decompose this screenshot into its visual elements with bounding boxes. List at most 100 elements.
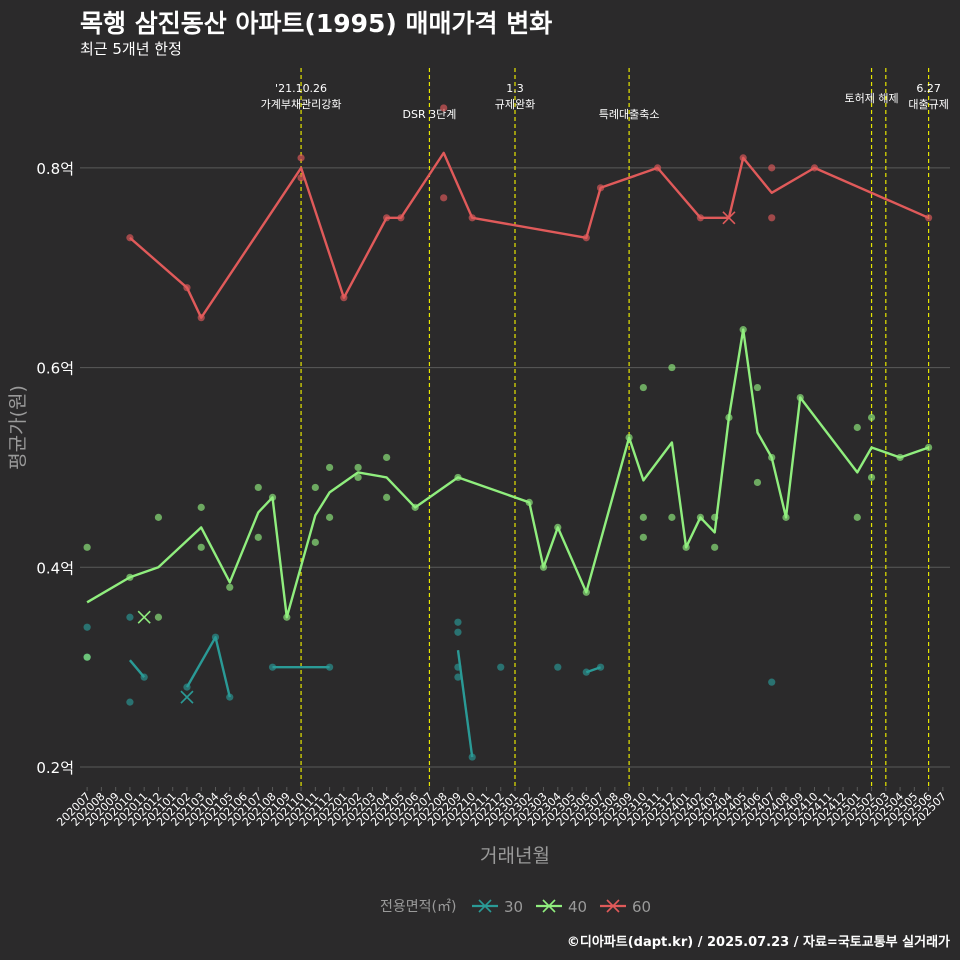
legend-cross [606, 899, 620, 913]
event-label: 1.3 [506, 82, 524, 95]
chart-title: 목행 삼진동산 아파트(1995) 매매가격 변화 [80, 9, 553, 38]
data-point-30 [768, 678, 776, 686]
series-line-40 [86, 328, 929, 619]
chart-caption: ©디아파트(dapt.kr) / 2025.07.23 / 자료=국토교통부 실… [566, 935, 950, 950]
data-point-30 [126, 613, 134, 621]
data-point-40 [896, 453, 904, 462]
data-point-40 [454, 473, 462, 482]
data-point-40 [682, 543, 690, 551]
data-point-60 [383, 214, 391, 222]
data-point-60 [768, 214, 776, 222]
y-tick-label: 0.6억 [36, 360, 74, 378]
event-label: 특례대출축소 [599, 108, 660, 121]
data-point-40 [154, 613, 163, 621]
legend-entry-30: 30 [472, 898, 523, 916]
data-point-30 [126, 698, 134, 706]
data-point-60 [768, 164, 776, 172]
data-point-30 [454, 663, 462, 671]
data-point-30 [554, 663, 562, 671]
data-point-60 [126, 234, 134, 242]
data-point-40 [325, 513, 334, 521]
data-point-30 [454, 628, 462, 636]
y-tick-label: 0.8억 [36, 160, 74, 178]
data-point-40 [383, 493, 391, 502]
data-point-60 [654, 164, 662, 172]
data-point-60 [440, 104, 448, 112]
data-point-60 [596, 184, 605, 192]
data-point-40 [668, 363, 676, 372]
legend-label: 30 [504, 898, 523, 916]
data-point-30 [497, 663, 505, 671]
legend-label: 40 [568, 898, 587, 916]
data-point-60 [340, 294, 348, 302]
data-point-30 [268, 663, 277, 671]
legend-label: 60 [632, 898, 651, 916]
data-point-40 [768, 453, 776, 462]
data-point-40 [325, 463, 334, 472]
y-axis-title: 평균가(원) [7, 385, 29, 470]
axis-layer: 0.2억0.4억0.6억0.8억202007202008202009202010… [7, 160, 949, 867]
cross-point-60 [722, 211, 736, 225]
data-point-40 [696, 513, 705, 521]
data-point-40 [853, 423, 861, 432]
data-point-40 [753, 383, 762, 392]
data-point-40 [311, 538, 319, 546]
data-point-40 [254, 533, 262, 541]
data-point-40 [725, 413, 733, 422]
data-point-60 [183, 284, 191, 292]
data-point-40 [268, 493, 277, 502]
data-point-40 [126, 573, 134, 581]
data-point-40 [197, 543, 205, 551]
data-point-40 [354, 473, 362, 482]
data-point-60 [810, 164, 819, 172]
data-point-40 [867, 473, 876, 482]
data-point-30 [226, 693, 234, 701]
data-point-30 [454, 618, 462, 626]
series-line-30 [128, 659, 146, 678]
chart-subtitle: 최근 5개년 한정 [80, 40, 182, 58]
legend-entry-40: 40 [536, 898, 587, 916]
data-point-40 [739, 326, 747, 334]
data-point-40 [383, 453, 391, 462]
data-point-40 [639, 533, 647, 541]
cross-point-30 [180, 690, 194, 704]
series-40 [83, 326, 933, 661]
data-point-30 [325, 663, 334, 671]
legend-title: 전용면적(㎡) [380, 899, 456, 915]
event-label: 토허제 해제 [845, 91, 899, 105]
data-point-60 [925, 214, 933, 222]
cross-stroke [180, 690, 194, 704]
data-point-40 [311, 483, 319, 492]
legend-cross [542, 899, 556, 913]
data-point-40 [226, 583, 234, 591]
data-point-60 [297, 174, 305, 182]
data-point-40 [711, 543, 719, 551]
data-point-30 [140, 673, 148, 681]
data-point-30 [454, 673, 462, 681]
y-tick-label: 0.2억 [36, 759, 74, 777]
series-line-30 [185, 636, 231, 698]
data-point-40 [83, 543, 91, 551]
data-point-40 [197, 503, 205, 511]
data-point-40 [639, 383, 647, 392]
data-point-40 [539, 563, 548, 571]
legend: 전용면적(㎡) 30 40 60 [380, 898, 651, 916]
data-point-60 [297, 154, 305, 162]
cross-stroke [137, 610, 151, 624]
data-point-40 [711, 513, 719, 521]
data-point-40 [853, 513, 861, 521]
event-label: 대출규제 [908, 98, 948, 111]
data-point-30 [582, 668, 590, 676]
data-point-40 [411, 503, 419, 511]
data-point-30 [596, 663, 605, 671]
data-point-30 [83, 623, 91, 631]
data-point-60 [582, 234, 590, 242]
y-tick-label: 0.4억 [36, 559, 74, 577]
data-point-60 [696, 214, 705, 222]
data-point-40 [283, 613, 291, 621]
data-point-30 [211, 633, 220, 641]
data-point-40 [83, 653, 91, 661]
data-point-40 [796, 393, 804, 402]
